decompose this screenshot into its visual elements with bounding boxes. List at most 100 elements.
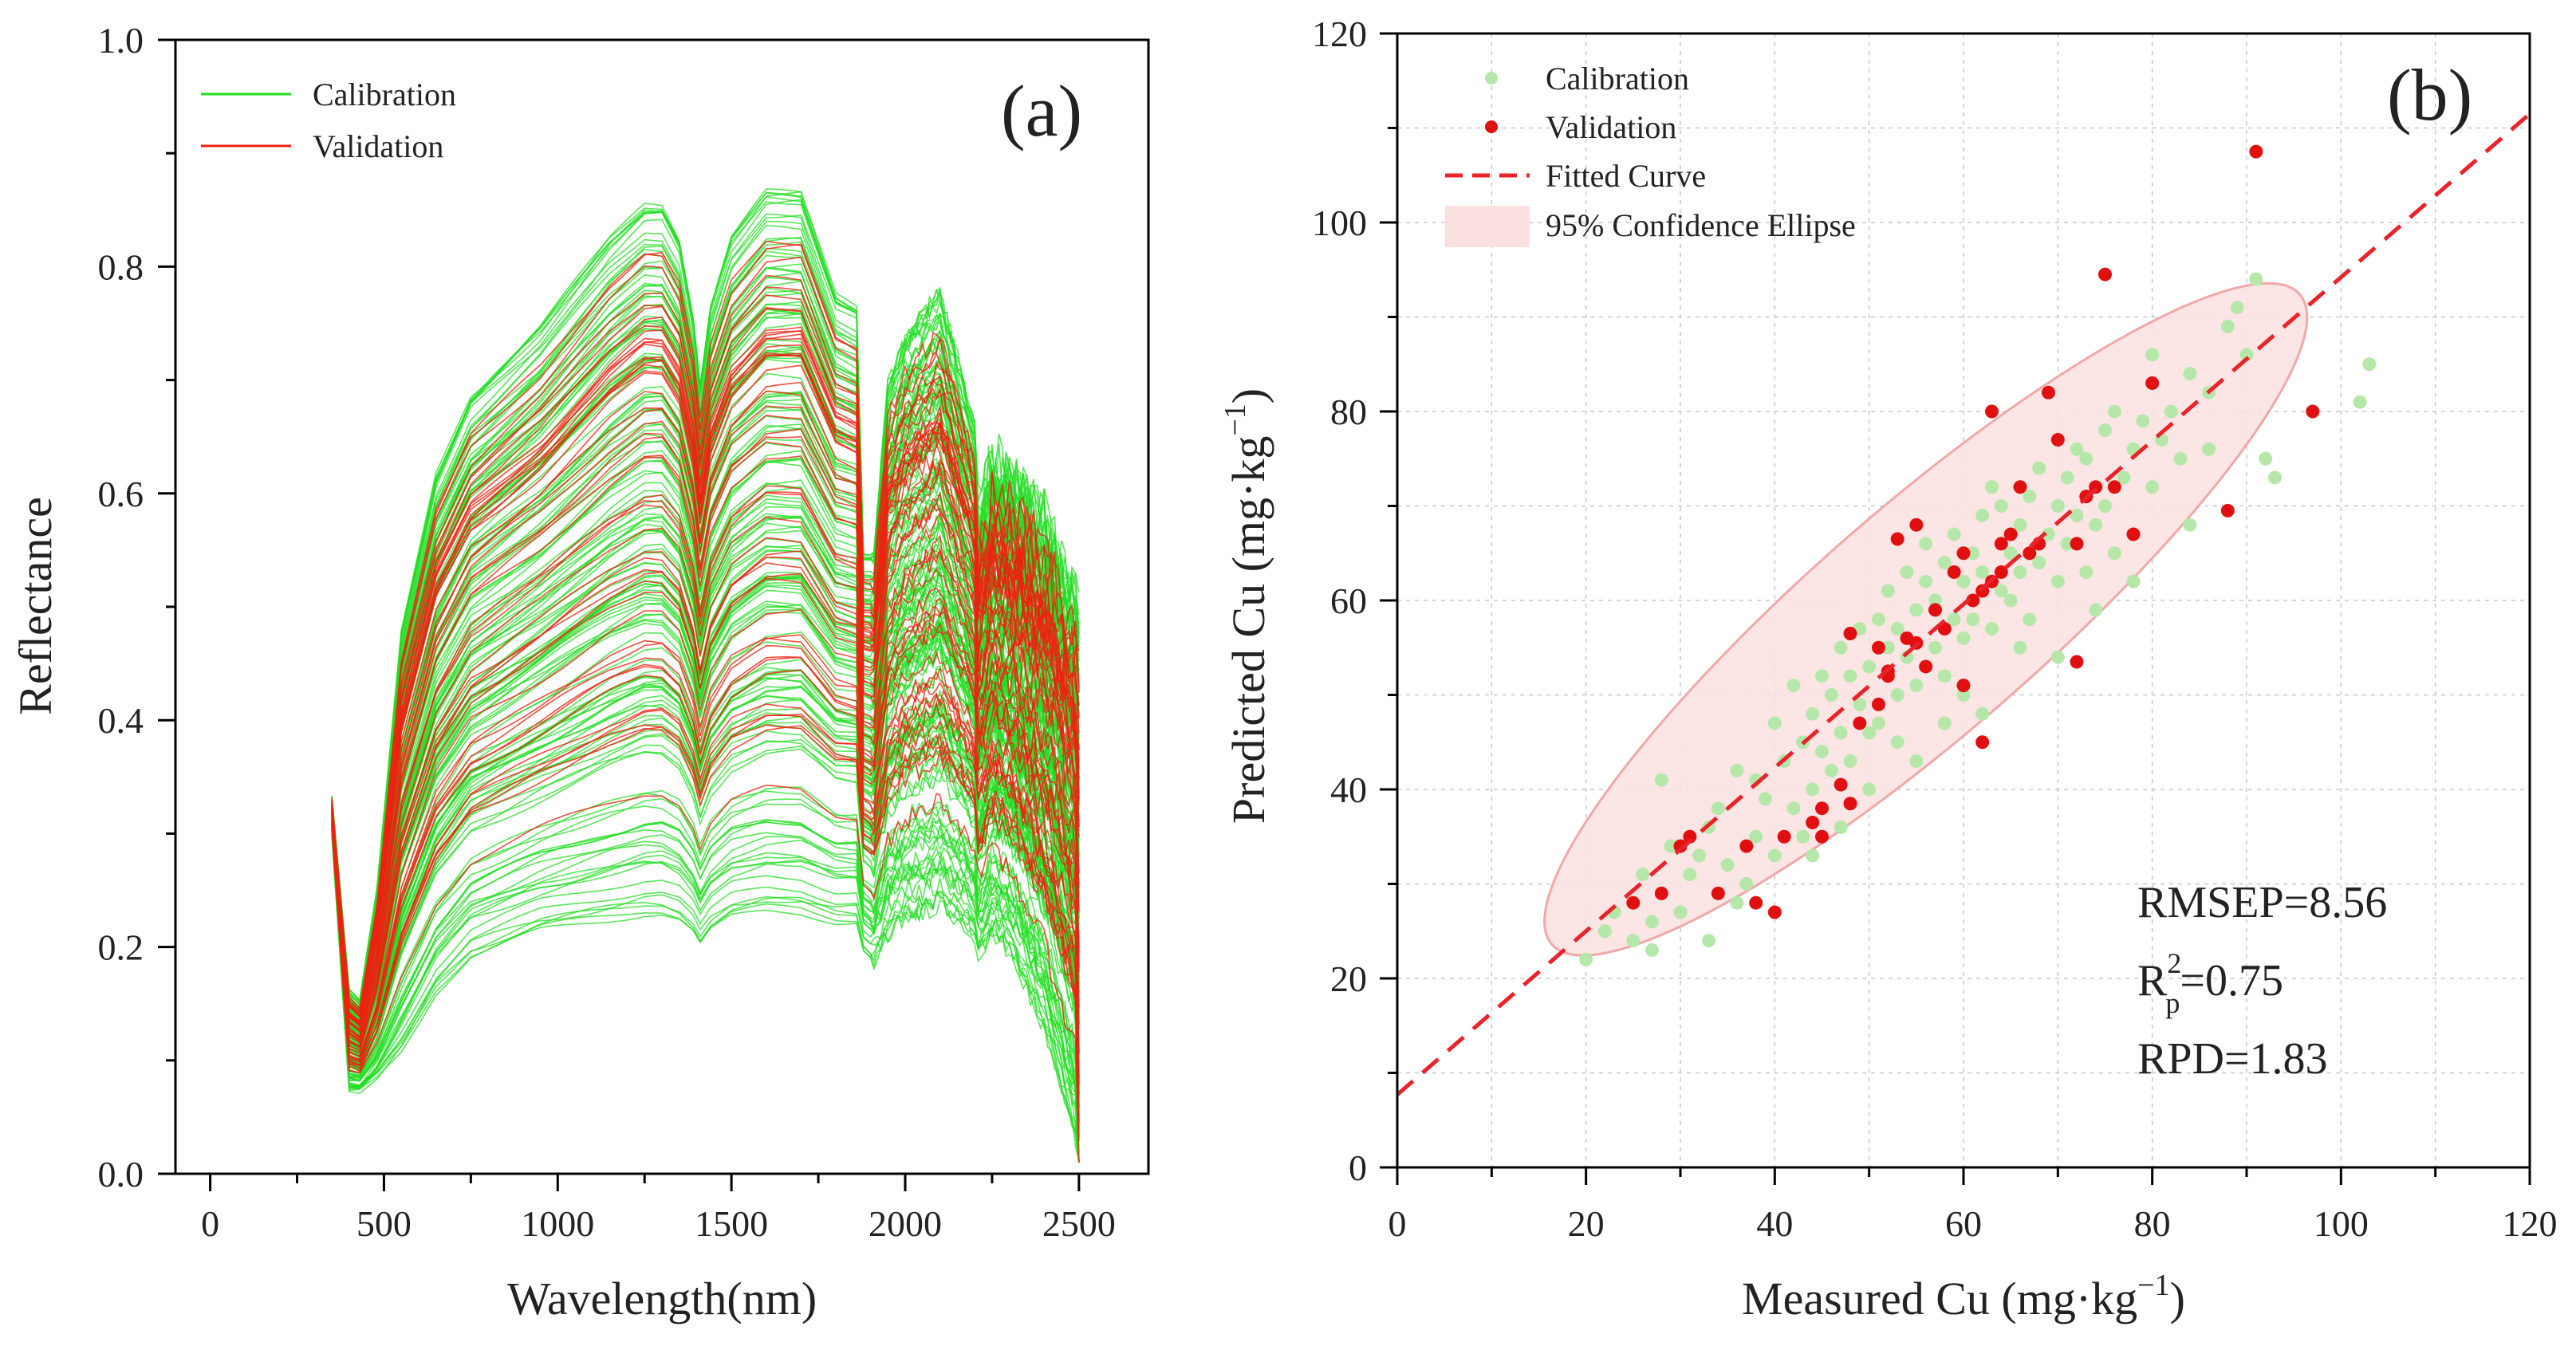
y-tick-label: 0.2 bbox=[98, 927, 144, 968]
calibration-point bbox=[2136, 414, 2150, 428]
calibration-point bbox=[2013, 640, 2027, 655]
r-squared-metric: R2 p=0.75 bbox=[2137, 947, 2283, 1019]
x-tick-label: 40 bbox=[1756, 1203, 1793, 1244]
validation-point bbox=[2249, 144, 2263, 159]
calibration-point bbox=[1843, 754, 1857, 768]
calibration-point bbox=[1730, 763, 1744, 777]
calibration-point bbox=[2239, 348, 2254, 362]
validation-point bbox=[1975, 584, 1990, 598]
calibration-point bbox=[1702, 934, 1715, 948]
panel-b-x-axis-title: Measured Cu (mg·kg−1) bbox=[1742, 1269, 2185, 1324]
calibration-point bbox=[1881, 584, 1895, 598]
spectrum-curve bbox=[331, 573, 1080, 1053]
spectrum-curve bbox=[331, 817, 1080, 1163]
calibration-point bbox=[2230, 301, 2244, 315]
spectrum-curve bbox=[331, 522, 1080, 1044]
validation-point bbox=[2050, 433, 2065, 447]
spectrum-curve bbox=[331, 667, 1080, 1078]
validation-point bbox=[2145, 376, 2160, 390]
spectrum-curve bbox=[331, 829, 1080, 1163]
calibration-point bbox=[2107, 546, 2121, 561]
validation-point bbox=[1872, 640, 1885, 655]
panel-a-x-ticks: 0 500 1000 1500 2000 2500 bbox=[201, 1174, 1116, 1244]
validation-point bbox=[2042, 385, 2055, 399]
y-tick-label: 100 bbox=[1312, 203, 1367, 243]
spectrum-curve bbox=[331, 828, 1080, 1163]
calibration-point bbox=[2259, 451, 2273, 466]
calibration-point bbox=[1597, 924, 1612, 939]
calibration-point bbox=[1786, 679, 1801, 693]
calibration-point bbox=[1919, 574, 1933, 588]
calibration-point bbox=[1767, 716, 1782, 730]
calibration-point bbox=[2050, 499, 2065, 513]
calibration-point bbox=[2003, 546, 2018, 561]
spectrum-curve bbox=[331, 306, 1080, 1018]
spectra-curves-group bbox=[331, 188, 1080, 1163]
rpd-metric: RPD=1.83 bbox=[2137, 1034, 2328, 1084]
calibration-point bbox=[1928, 593, 1942, 608]
spectrum-curve bbox=[331, 354, 1080, 1023]
legend-calibration-label: Calibration bbox=[313, 77, 456, 112]
x-tick-label: 2500 bbox=[1042, 1203, 1116, 1244]
calibration-point bbox=[1947, 527, 1961, 541]
spectrum-curve bbox=[331, 390, 1080, 1026]
validation-points-group bbox=[1626, 144, 2320, 919]
calibration-point bbox=[1985, 622, 1999, 636]
calibration-point bbox=[2050, 650, 2065, 664]
calibration-point bbox=[1862, 659, 1877, 674]
spectrum-curve bbox=[331, 513, 1080, 1045]
calibration-point bbox=[1579, 952, 1593, 966]
panel-b-y-ticks: 0 20 40 60 80 100 120 bbox=[1312, 14, 1397, 1188]
calibration-point bbox=[1806, 706, 1820, 721]
panel-b-label: (b) bbox=[2387, 54, 2472, 136]
spectrum-curve bbox=[331, 669, 1080, 1080]
spectrum-curve bbox=[331, 274, 1080, 1012]
spectrum-curve bbox=[331, 637, 1080, 1058]
spectrum-curve bbox=[331, 827, 1080, 1163]
validation-point bbox=[2070, 655, 2084, 669]
validation-point bbox=[2220, 503, 2235, 518]
validation-point bbox=[2070, 537, 2084, 551]
x-tick-label: 60 bbox=[1945, 1203, 1982, 1244]
calibration-point bbox=[2042, 527, 2055, 541]
validation-point bbox=[1994, 537, 2008, 551]
validation-point bbox=[1673, 839, 1688, 853]
validation-point bbox=[2023, 546, 2037, 561]
calibration-point bbox=[1937, 716, 1952, 730]
y-tick-label: 20 bbox=[1330, 958, 1367, 999]
calibration-point bbox=[1937, 669, 1952, 683]
calibration-point bbox=[1928, 640, 1942, 655]
spectrum-curve bbox=[331, 414, 1080, 1033]
spectrum-curve bbox=[331, 294, 1080, 1017]
spectrum-curve bbox=[331, 829, 1080, 1163]
calibration-point bbox=[1966, 612, 1980, 627]
x-tick-label: 80 bbox=[2134, 1203, 2171, 1244]
spectrum-curve bbox=[331, 556, 1080, 1047]
x-tick-label: 0 bbox=[201, 1203, 219, 1244]
validation-point bbox=[1985, 404, 1999, 419]
spectrum-curve bbox=[331, 214, 1080, 1013]
calibration-point bbox=[2060, 470, 2074, 485]
spectrum-curve bbox=[331, 608, 1080, 1061]
calibration-point bbox=[1673, 905, 1688, 919]
calibration-point bbox=[2023, 612, 2037, 627]
calibration-point bbox=[1872, 716, 1885, 730]
spectrum-curve bbox=[331, 240, 1080, 1010]
panel-a-label: (a) bbox=[1001, 70, 1082, 152]
calibration-point bbox=[1824, 688, 1838, 702]
spectrum-curve bbox=[331, 330, 1080, 1022]
calibration-point bbox=[1749, 829, 1763, 844]
spectrum-curve bbox=[331, 676, 1080, 1064]
calibration-point bbox=[1909, 603, 1924, 617]
spectrum-curve bbox=[331, 600, 1080, 1052]
calibration-point bbox=[2013, 518, 2027, 532]
legend-validation-label: Validation bbox=[313, 128, 443, 164]
rmsep-metric: RMSEP=8.56 bbox=[2137, 878, 2387, 927]
legend-validation-label: Validation bbox=[1546, 109, 1676, 145]
validation-point bbox=[1919, 659, 1933, 674]
validation-point bbox=[2107, 480, 2121, 494]
calibration-point bbox=[1890, 735, 1904, 750]
calibration-points-group bbox=[1579, 272, 2377, 966]
calibration-point bbox=[1994, 499, 2008, 513]
calibration-point bbox=[1853, 697, 1867, 711]
